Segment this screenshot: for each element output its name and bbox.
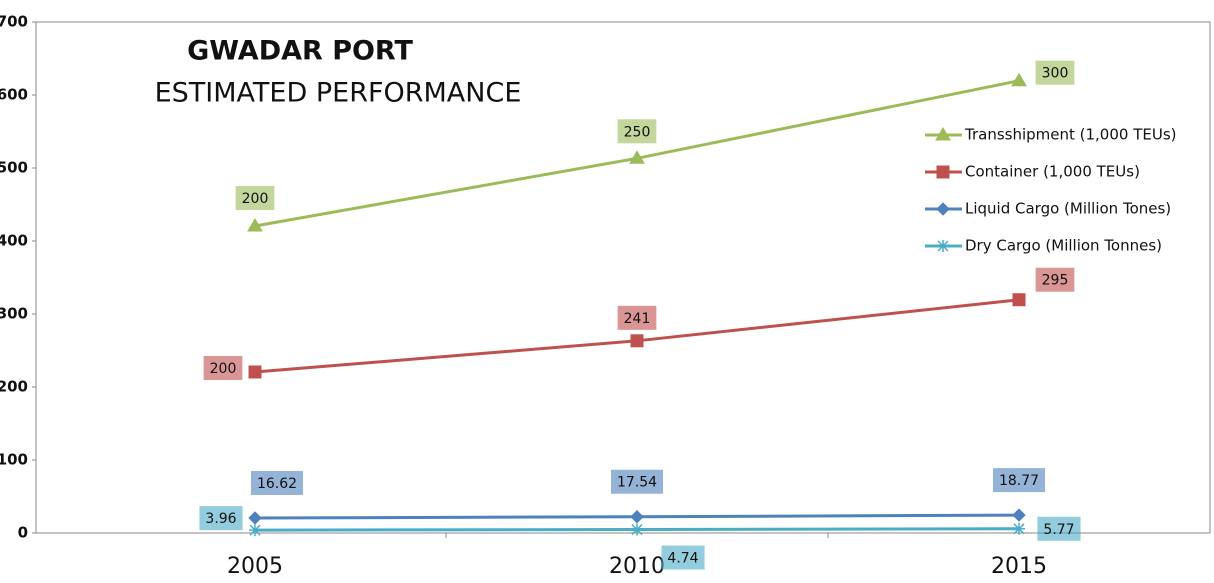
data-label-group: 295 <box>1035 267 1075 292</box>
marker <box>1012 293 1026 307</box>
x-tick-label: 2005 <box>227 554 283 579</box>
data-label-box <box>199 506 243 531</box>
data-label-group: 250 <box>617 119 657 144</box>
marker <box>631 523 643 536</box>
marker <box>248 511 262 525</box>
y-tick-label: 400 <box>0 232 28 250</box>
data-label: 200 <box>210 361 237 377</box>
data-label-box <box>1037 516 1081 541</box>
data-label: 3.96 <box>205 511 236 527</box>
data-label-box <box>617 305 657 330</box>
data-label-group: 4.74 <box>661 545 705 570</box>
y-tick-label: 0 <box>18 524 28 542</box>
data-label-group: 200 <box>235 185 275 210</box>
data-label: 250 <box>624 124 651 140</box>
legend-marker <box>935 127 951 141</box>
legend-marker <box>936 202 950 216</box>
data-label: 300 <box>1042 66 1069 82</box>
title-box <box>110 30 605 122</box>
marker <box>248 365 262 379</box>
data-label-box <box>235 185 275 210</box>
marker <box>1012 508 1026 522</box>
x-tick-label: 2015 <box>991 554 1047 579</box>
data-label-box <box>1035 60 1075 85</box>
data-label-group: 3.96 <box>199 506 243 531</box>
legend-marker <box>936 165 950 179</box>
y-tick-label: 200 <box>0 378 28 396</box>
data-label-box <box>203 355 243 380</box>
data-label: 4.74 <box>667 551 698 567</box>
data-label-group: 16.62 <box>250 470 304 495</box>
data-label-group: 241 <box>617 305 657 330</box>
marker <box>630 334 644 348</box>
marker <box>1011 72 1027 87</box>
legend-marker <box>937 240 949 252</box>
chart-title: GWADAR PORT <box>187 36 413 67</box>
marker <box>629 150 645 164</box>
legend-label: Liquid Cargo (Million Tones) <box>965 200 1171 218</box>
marker <box>249 524 261 537</box>
data-label: 241 <box>624 311 651 327</box>
legend-label: Container (1,000 TEUs) <box>965 163 1140 181</box>
y-tick-label: 700 <box>0 13 28 31</box>
data-label-group: 300 <box>1035 60 1075 85</box>
y-tick-label: 500 <box>0 159 28 177</box>
legend-label: Transshipment (1,000 TEUs) <box>964 126 1177 144</box>
data-label: 200 <box>242 191 269 207</box>
data-label-group: 18.77 <box>992 468 1046 493</box>
data-label: 18.77 <box>999 473 1039 489</box>
y-tick-label: 600 <box>0 86 28 104</box>
data-label: 295 <box>1042 273 1069 289</box>
legend-label: Dry Cargo (Million Tonnes) <box>965 237 1162 255</box>
data-label-box <box>617 119 657 144</box>
data-label-group: 17.54 <box>610 469 664 494</box>
marker <box>1013 522 1025 535</box>
x-tick-label: 2010 <box>609 554 665 579</box>
marker <box>630 510 644 524</box>
marker <box>247 217 263 232</box>
data-label-group: 200 <box>203 355 243 380</box>
data-label: 16.62 <box>257 476 297 492</box>
y-tick-label: 300 <box>0 305 28 323</box>
data-label: 5.77 <box>1043 522 1074 538</box>
chart-subtitle: ESTIMATED PERFORMANCE <box>155 78 522 109</box>
data-label-box <box>661 545 705 570</box>
data-label-box <box>610 469 664 494</box>
data-label: 17.54 <box>617 475 657 491</box>
data-label-box <box>250 470 304 495</box>
data-label-box <box>1035 267 1075 292</box>
y-tick-label: 100 <box>0 451 28 469</box>
data-label-group: 5.77 <box>1037 516 1081 541</box>
data-label-box <box>992 468 1046 493</box>
